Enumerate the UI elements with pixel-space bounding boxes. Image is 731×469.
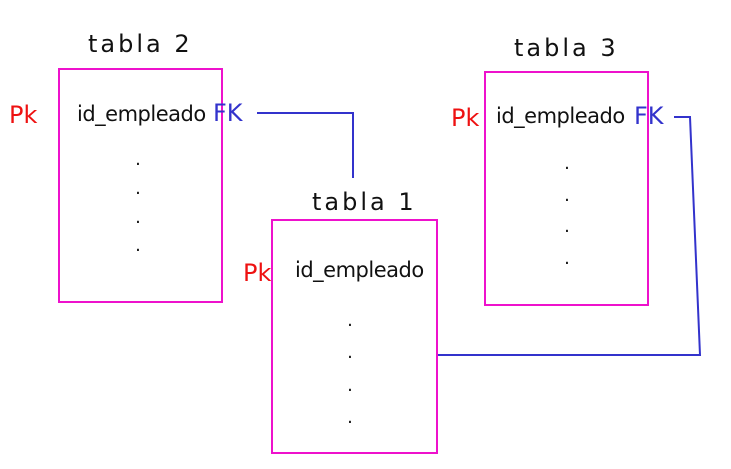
pk-label-tabla3: Pk <box>451 104 480 132</box>
field-label-tabla3: id_empleado <box>496 104 625 128</box>
more-fields-dots-tabla1: . . . . <box>347 310 353 429</box>
table-title-tabla2: tabla 2 <box>88 30 193 58</box>
field-label-tabla1: id_empleado <box>295 258 424 282</box>
fk-connector-tabla2-to-tabla1 <box>257 112 354 178</box>
fk-connector-tabla3-to-tabla1 <box>437 116 702 356</box>
table-box-tabla2 <box>58 68 223 303</box>
more-fields-dots-tabla3: . . . . <box>564 153 570 269</box>
table-title-tabla1: tabla 1 <box>312 188 417 216</box>
pk-label-tabla2: Pk <box>9 101 38 129</box>
fk-label-tabla2: FK <box>213 99 243 127</box>
table-box-tabla1 <box>271 219 438 454</box>
pk-label-tabla1: Pk <box>243 259 272 287</box>
field-label-tabla2: id_empleado <box>77 102 206 126</box>
table-box-tabla3 <box>484 71 649 306</box>
table-title-tabla3: tabla 3 <box>514 34 619 62</box>
more-fields-dots-tabla2: . . . . <box>135 149 141 257</box>
fk-label-tabla3: FK <box>634 102 664 130</box>
